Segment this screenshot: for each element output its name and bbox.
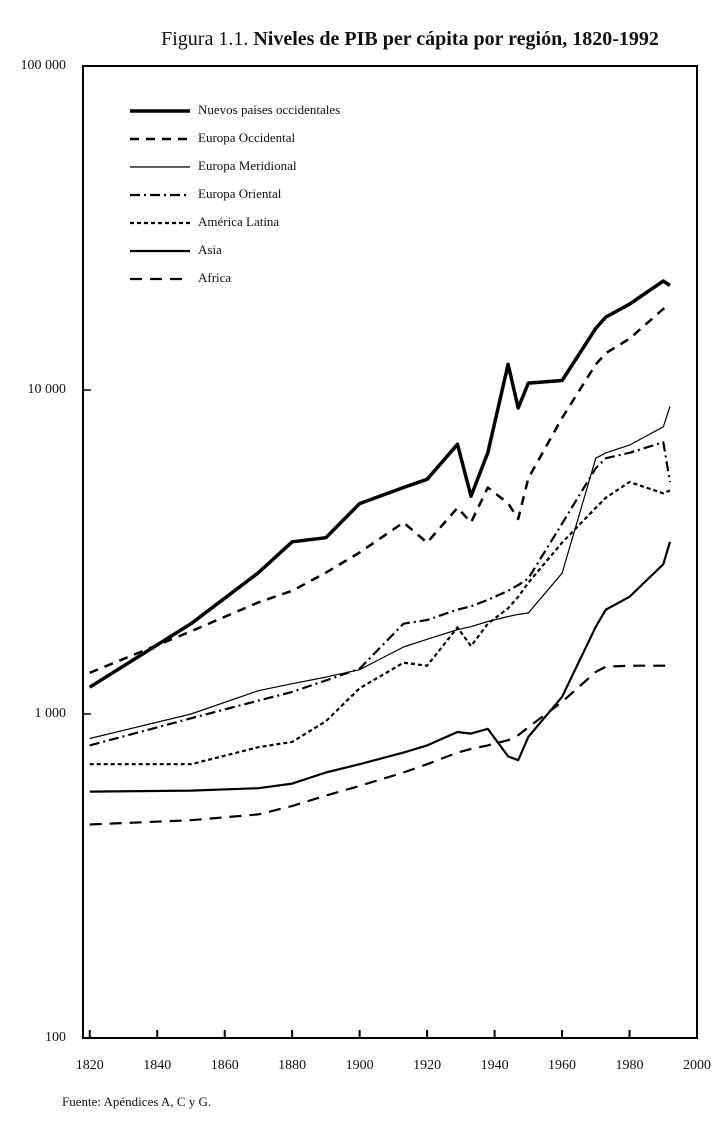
source-note: Fuente: Apéndices A, C y G. bbox=[62, 1094, 211, 1109]
legend-label: América Latina bbox=[198, 214, 279, 229]
title-prefix: Figura 1.1. bbox=[161, 28, 248, 50]
series-line bbox=[89, 304, 671, 674]
legend-label: Europa Meridional bbox=[198, 158, 297, 173]
series-line bbox=[89, 441, 672, 747]
x-tick-label: 1960 bbox=[548, 1058, 576, 1073]
title-main: Niveles de PIB per cápita por región, 18… bbox=[253, 28, 659, 50]
y-tick-label: 100 000 bbox=[21, 58, 67, 73]
series-line bbox=[89, 406, 671, 740]
series-line bbox=[89, 664, 670, 826]
x-tick-label: 1860 bbox=[211, 1058, 239, 1073]
x-tick-label: 1900 bbox=[346, 1058, 374, 1073]
series-line bbox=[88, 279, 671, 689]
x-tick-label: 1880 bbox=[278, 1058, 306, 1073]
x-tick-label: 1920 bbox=[413, 1058, 441, 1073]
legend-label: Asia bbox=[198, 242, 222, 257]
y-tick-label: 100 bbox=[45, 1030, 66, 1045]
legend-label: Nuevos países occidentales bbox=[198, 102, 340, 117]
legend-label: Europa Oriental bbox=[198, 186, 282, 201]
plot-frame bbox=[82, 65, 698, 1039]
x-tick-label: 1980 bbox=[616, 1058, 644, 1073]
y-tick-label: 1 000 bbox=[35, 706, 67, 721]
series-line bbox=[89, 480, 671, 766]
series-line bbox=[89, 541, 672, 793]
x-tick-label: 1840 bbox=[143, 1058, 171, 1073]
chart-title: Figura 1.1. Niveles de PIB per cápita po… bbox=[161, 28, 659, 50]
legend-label: Africa bbox=[198, 270, 231, 285]
y-tick-label: 10 000 bbox=[28, 382, 67, 397]
x-tick-label: 2000 bbox=[683, 1058, 711, 1073]
legend-label: Europa Occidental bbox=[198, 130, 295, 145]
x-tick-label: 1820 bbox=[76, 1058, 104, 1073]
x-tick-label: 1940 bbox=[481, 1058, 509, 1073]
